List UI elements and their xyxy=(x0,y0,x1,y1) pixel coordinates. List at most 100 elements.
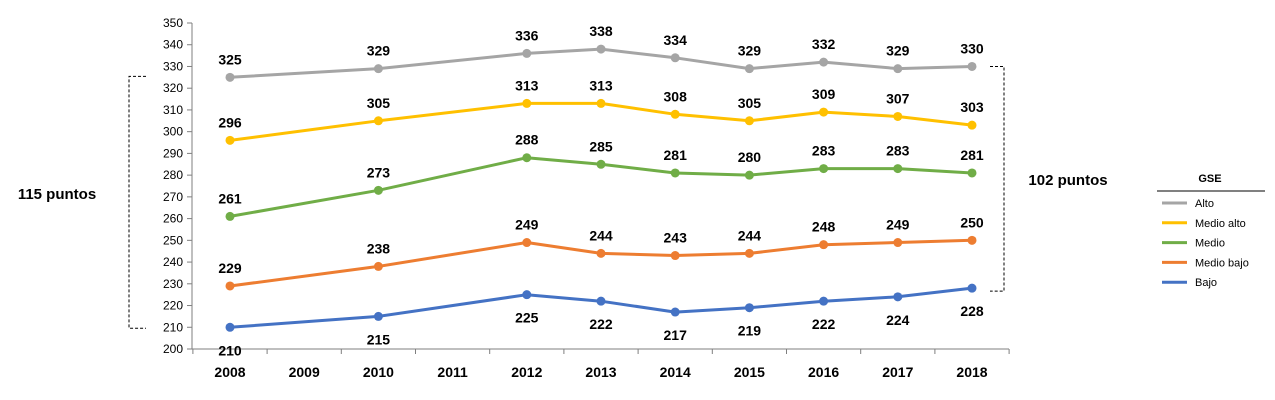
series-line-medio-bajo xyxy=(229,238,973,288)
x-tick-label: 2011 xyxy=(437,364,468,380)
data-label: 296 xyxy=(218,114,242,130)
series-points xyxy=(225,44,977,332)
y-tick-label: 250 xyxy=(163,233,183,247)
data-labels: 325 329 336 338 334 329 332 329 330 296 305 313 313 3… xyxy=(218,23,984,358)
data-label: 273 xyxy=(367,164,391,180)
legend-entry: Medio xyxy=(1195,238,1225,250)
data-point xyxy=(596,296,606,306)
data-point xyxy=(744,170,754,180)
right-gap-label: 102 puntos xyxy=(1028,172,1107,189)
y-tick-label: 350 xyxy=(163,16,183,30)
y-tick-label: 210 xyxy=(163,320,183,334)
x-tick-label: 2017 xyxy=(882,364,913,380)
data-label: 325 xyxy=(218,51,242,67)
data-label: 303 xyxy=(960,99,984,115)
x-tick-label: 2013 xyxy=(585,364,616,380)
data-label: 281 xyxy=(664,147,688,163)
right-gap-bracket xyxy=(990,65,1005,292)
data-label: 307 xyxy=(886,90,910,106)
left-gap-label: 115 puntos xyxy=(18,186,96,203)
data-point xyxy=(522,290,532,300)
data-point xyxy=(893,238,903,248)
x-tick-label: 2015 xyxy=(734,364,765,380)
data-point xyxy=(225,135,235,145)
data-point xyxy=(670,307,680,317)
data-label: 313 xyxy=(589,77,613,93)
data-point xyxy=(373,311,383,321)
data-point xyxy=(967,283,977,293)
data-point xyxy=(819,240,829,250)
data-point xyxy=(522,48,532,58)
data-point xyxy=(596,159,606,169)
data-label: 283 xyxy=(812,143,836,159)
x-tick-label: 2014 xyxy=(660,364,691,380)
data-point xyxy=(596,44,606,54)
data-point xyxy=(373,64,383,74)
data-label: 244 xyxy=(738,227,762,243)
legend-entry: Alto xyxy=(1195,198,1214,210)
legend: GSE Alto Medio alto Medio Medio bajo Bajo xyxy=(1157,173,1265,289)
data-label: 329 xyxy=(738,43,762,59)
data-label: 228 xyxy=(960,303,984,319)
data-label: 283 xyxy=(886,143,910,159)
data-label: 288 xyxy=(515,132,539,148)
data-label: 330 xyxy=(960,40,984,56)
data-point xyxy=(225,281,235,291)
data-point xyxy=(373,116,383,126)
data-label: 338 xyxy=(589,23,613,39)
legend-entry: Bajo xyxy=(1195,277,1217,289)
data-label: 261 xyxy=(218,190,242,206)
data-label: 238 xyxy=(367,240,391,256)
data-label: 222 xyxy=(812,316,836,332)
data-label: 305 xyxy=(367,95,391,111)
data-point xyxy=(744,248,754,258)
data-point xyxy=(522,98,532,108)
data-point xyxy=(893,111,903,121)
data-point xyxy=(522,238,532,248)
data-point xyxy=(670,168,680,178)
chart-axes: 200 210 220 230 240 250 260 270 280 290 300 310 320 3… xyxy=(163,16,1010,380)
y-tick-label: 340 xyxy=(163,38,183,52)
data-label: 329 xyxy=(367,43,391,59)
y-tick-label: 330 xyxy=(163,59,183,73)
data-label: 281 xyxy=(960,147,984,163)
y-tick-label: 280 xyxy=(163,168,183,182)
data-label: 336 xyxy=(515,27,539,43)
data-point xyxy=(225,322,235,332)
data-label: 308 xyxy=(664,88,688,104)
x-tick-label: 2010 xyxy=(363,364,394,380)
data-label: 250 xyxy=(960,214,984,230)
data-label: 334 xyxy=(664,32,688,48)
data-point xyxy=(596,98,606,108)
left-gap-bracket xyxy=(128,75,146,329)
data-label: 280 xyxy=(738,149,762,165)
y-tick-label: 230 xyxy=(163,277,183,291)
data-point xyxy=(670,251,680,261)
data-point xyxy=(744,303,754,313)
y-tick-label: 270 xyxy=(163,190,183,204)
data-label: 249 xyxy=(886,217,910,233)
data-point xyxy=(744,64,754,74)
y-tick-label: 310 xyxy=(163,103,183,117)
data-label: 248 xyxy=(812,219,836,235)
data-point xyxy=(225,72,235,82)
y-tick-label: 240 xyxy=(163,255,183,269)
legend-entry: Medio bajo xyxy=(1195,257,1249,269)
data-label: 217 xyxy=(664,327,688,343)
data-point xyxy=(744,116,754,126)
data-label: 219 xyxy=(738,323,762,339)
x-tick-label: 2012 xyxy=(511,364,542,380)
data-label: 224 xyxy=(886,312,910,328)
data-point xyxy=(670,109,680,119)
data-label: 210 xyxy=(218,342,242,358)
data-label: 229 xyxy=(218,260,242,276)
data-label: 225 xyxy=(515,310,539,326)
data-label: 243 xyxy=(664,230,688,246)
data-point xyxy=(893,164,903,174)
data-point xyxy=(596,248,606,258)
data-label: 332 xyxy=(812,36,836,52)
data-point xyxy=(373,185,383,195)
data-point xyxy=(819,164,829,174)
series-line-medio-alto xyxy=(229,101,973,142)
